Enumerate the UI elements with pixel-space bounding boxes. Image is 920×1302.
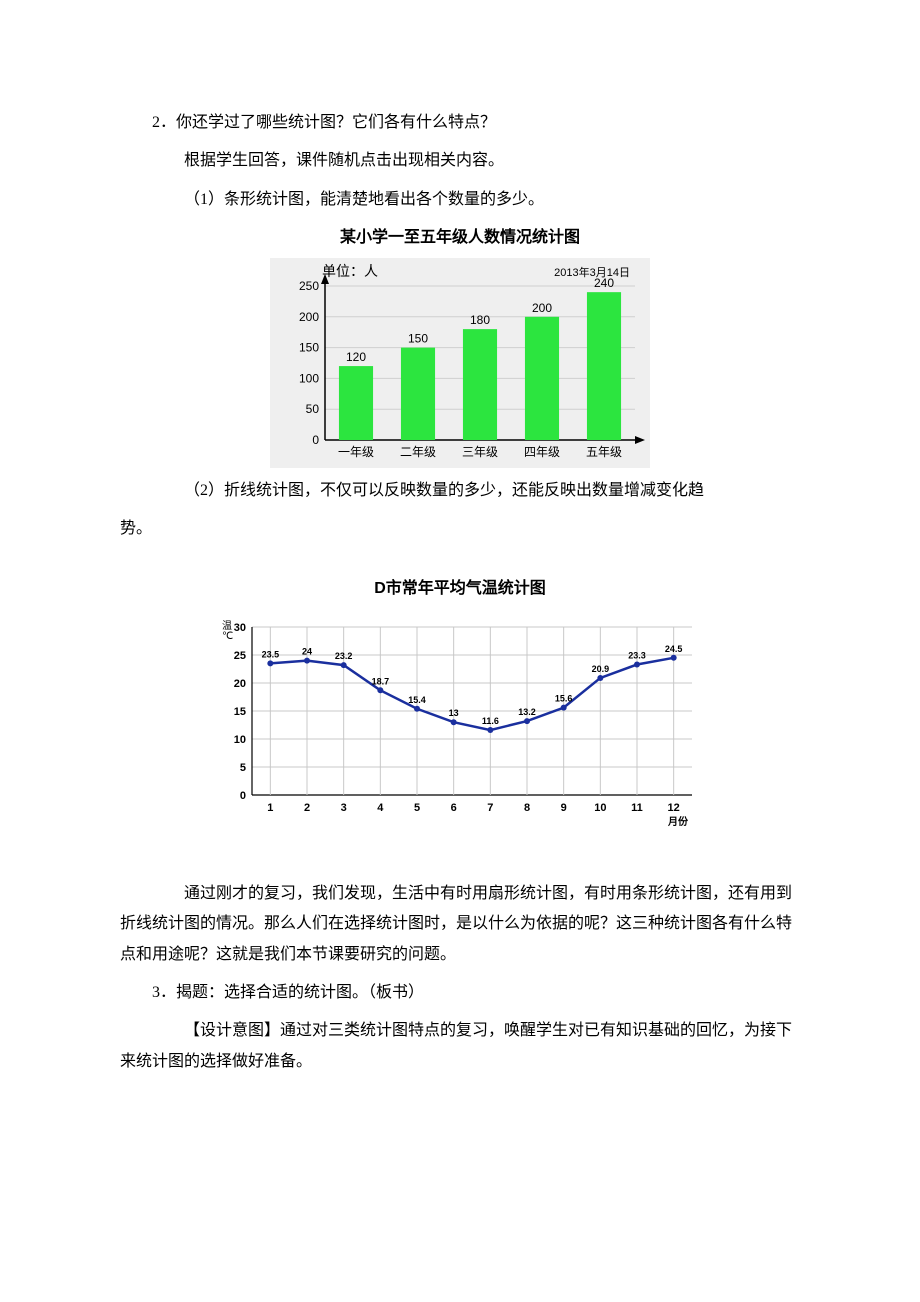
svg-text:一年级: 一年级 (338, 445, 374, 459)
svg-text:24.5: 24.5 (665, 644, 683, 654)
svg-text:单位：人: 单位：人 (322, 263, 378, 279)
svg-text:5: 5 (414, 802, 420, 814)
svg-text:23.5: 23.5 (262, 649, 280, 659)
svg-text:8: 8 (524, 802, 530, 814)
svg-text:23.3: 23.3 (628, 650, 646, 660)
item-2-line2: 势。 (120, 514, 800, 544)
svg-text:11: 11 (631, 802, 643, 814)
svg-text:240: 240 (594, 276, 614, 290)
svg-text:二年级: 二年级 (400, 445, 436, 459)
svg-text:13: 13 (449, 708, 459, 718)
svg-text:200: 200 (299, 309, 319, 323)
svg-text:℃: ℃ (222, 631, 233, 642)
svg-text:6: 6 (451, 802, 457, 814)
item-2-line1: （2）折线统计图，不仅可以反映数量的多少，还能反映出数量增减变化趋 (120, 476, 800, 506)
svg-text:15.4: 15.4 (408, 694, 426, 704)
svg-text:15: 15 (234, 706, 246, 718)
bar-chart-title: 某小学一至五年级人数情况统计图 (120, 223, 800, 253)
svg-text:18.7: 18.7 (372, 676, 390, 686)
svg-text:100: 100 (299, 371, 319, 385)
svg-text:3: 3 (341, 802, 347, 814)
svg-text:10: 10 (594, 802, 606, 814)
svg-text:150: 150 (408, 331, 428, 345)
svg-text:四年级: 四年级 (524, 445, 560, 459)
svg-text:9: 9 (561, 802, 567, 814)
svg-text:2: 2 (304, 802, 310, 814)
line-chart: 051015202530温 ℃123456789101112月份23.52423… (120, 609, 800, 829)
svg-text:50: 50 (306, 402, 320, 416)
svg-text:五年级: 五年级 (586, 445, 622, 459)
svg-text:0: 0 (312, 433, 319, 447)
svg-text:11.6: 11.6 (482, 716, 499, 726)
line-chart-svg: 051015202530温 ℃123456789101112月份23.52423… (210, 609, 710, 829)
svg-text:120: 120 (346, 350, 366, 364)
svg-text:180: 180 (470, 313, 490, 327)
svg-text:150: 150 (299, 340, 319, 354)
svg-text:250: 250 (299, 279, 319, 293)
svg-text:23.2: 23.2 (335, 651, 353, 661)
item-1: （1）条形统计图，能清楚地看出各个数量的多少。 (120, 185, 800, 215)
svg-text:0: 0 (240, 790, 246, 802)
bar-chart: 0 50 100 150 200 250单位：人 2013年3月14日 120 一年级 150 二年… (120, 258, 800, 468)
svg-text:20.9: 20.9 (592, 664, 610, 674)
intro-line: 根据学生回答，课件随机点击出现相关内容。 (120, 146, 800, 176)
summary-paragraph: 通过刚才的复习，我们发现，生活中有时用扇形统计图，有时用条形统计图，还有用到折线… (120, 879, 800, 970)
svg-text:4: 4 (377, 802, 384, 814)
svg-text:15.6: 15.6 (555, 693, 573, 703)
svg-text:25: 25 (234, 650, 246, 662)
svg-text:24: 24 (302, 646, 312, 656)
design-intent: 【设计意图】通过对三类统计图特点的复习，唤醒学生对已有知识基础的回忆，为接下来统… (120, 1016, 800, 1077)
svg-text:三年级: 三年级 (462, 445, 498, 459)
question-3: 3．揭题：选择合适的统计图。（板书） (120, 978, 800, 1008)
svg-text:200: 200 (532, 300, 552, 314)
svg-text:12: 12 (668, 802, 680, 814)
svg-text:月份: 月份 (667, 815, 689, 828)
svg-text:5: 5 (240, 762, 246, 774)
svg-text:10: 10 (234, 734, 246, 746)
svg-text:7: 7 (487, 802, 493, 814)
svg-text:2013年3月14日: 2013年3月14日 (554, 265, 630, 279)
bar-chart-svg: 0 50 100 150 200 250单位：人 2013年3月14日 120 一年级 150 二年… (270, 258, 650, 468)
svg-text:20: 20 (234, 678, 246, 690)
svg-text:13.2: 13.2 (518, 707, 536, 717)
line-chart-title: D市常年平均气温统计图 (120, 574, 800, 604)
question-2: 2．你还学过了哪些统计图？它们各有什么特点？ (120, 108, 800, 138)
svg-text:1: 1 (267, 802, 273, 814)
svg-text:30: 30 (234, 622, 246, 634)
